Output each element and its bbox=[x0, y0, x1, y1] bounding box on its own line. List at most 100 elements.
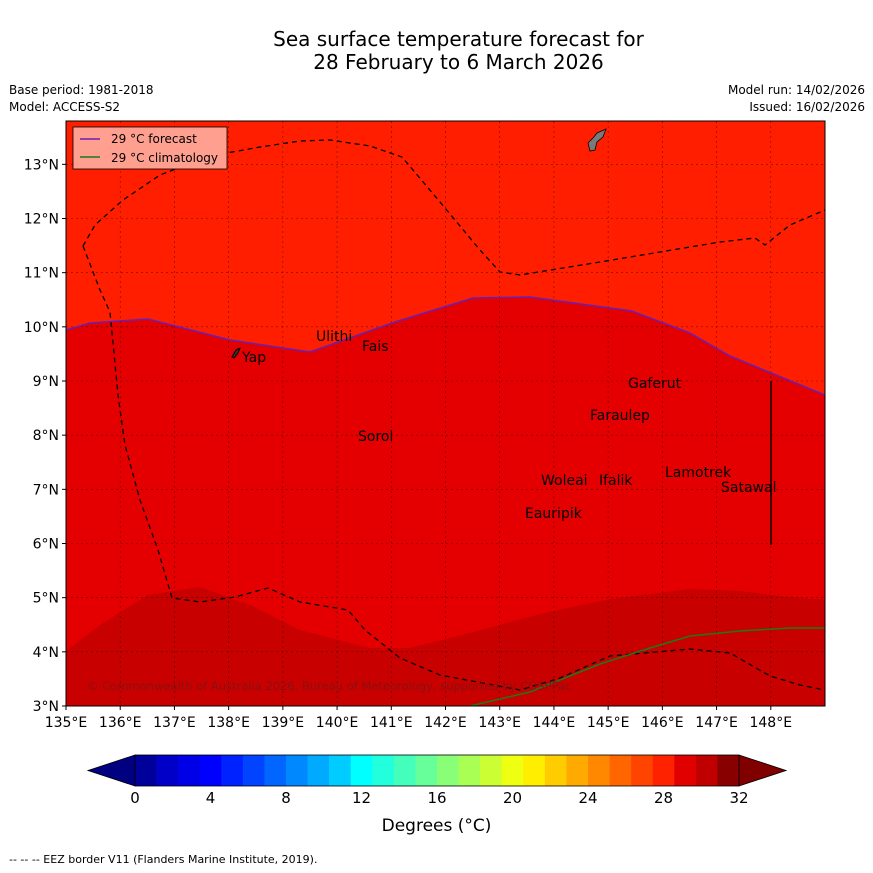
colorbar-swatch bbox=[199, 755, 222, 786]
colorbar-swatch bbox=[242, 755, 265, 786]
title-line-2: 28 February to 6 March 2026 bbox=[313, 50, 604, 74]
colorbar-swatch bbox=[652, 755, 675, 786]
lon-label: 147°E bbox=[695, 715, 738, 731]
colorbar-label: Degrees (°C) bbox=[381, 816, 492, 836]
colorbar-swatch bbox=[415, 755, 438, 786]
lon-label: 136°E bbox=[99, 715, 142, 731]
colorbar-swatch bbox=[350, 755, 373, 786]
lon-label: 137°E bbox=[153, 715, 196, 731]
lat-label: 5°N bbox=[33, 591, 59, 607]
lon-label: 145°E bbox=[587, 715, 630, 731]
colorbar-swatch bbox=[458, 755, 481, 786]
lat-label: 3°N bbox=[33, 699, 59, 715]
label-gaferut: Gaferut bbox=[628, 376, 682, 392]
lat-label: 7°N bbox=[33, 482, 59, 498]
lon-label: 148°E bbox=[749, 715, 792, 731]
colorbar-low-extend bbox=[86, 754, 136, 787]
lat-label: 8°N bbox=[33, 428, 59, 444]
legend-forecast-label: 29 °C forecast bbox=[111, 132, 197, 146]
label-eauripik: Eauripik bbox=[525, 506, 583, 522]
colorbar-swatch bbox=[393, 755, 416, 786]
colorbar-swatch bbox=[501, 755, 524, 786]
copyright-text: © Commonwealth of Australia 2026, Bureau… bbox=[87, 679, 571, 693]
legend-box bbox=[72, 126, 228, 170]
meta-left: Base period: 1981-2018 Model: ACCESS-S2 bbox=[9, 82, 154, 116]
colorbar-swatch bbox=[674, 755, 697, 786]
colorbar-frame bbox=[134, 754, 740, 787]
lon-label: 139°E bbox=[262, 715, 305, 731]
model-run: Model run: 14/02/2026 bbox=[727, 83, 865, 97]
colorbar-swatch bbox=[544, 755, 567, 786]
label-sorol: Sorol bbox=[358, 429, 393, 445]
colorbar-swatch bbox=[156, 755, 179, 786]
map-area: Yap Ulithi Fais Sorol Gaferut Faraulep W… bbox=[66, 121, 825, 706]
colorbar-swatch bbox=[695, 755, 718, 786]
colorbar-swatch bbox=[264, 755, 287, 786]
colorbar-swatch bbox=[631, 755, 654, 786]
colorbar-tick-label: 20 bbox=[503, 789, 522, 807]
colorbar-swatch bbox=[307, 755, 330, 786]
label-ifalik: Ifalik bbox=[599, 473, 633, 489]
colorbar-tick-label: 0 bbox=[130, 789, 140, 807]
title-line-1: Sea surface temperature forecast for bbox=[273, 27, 644, 51]
colorbar bbox=[86, 754, 788, 787]
label-fais: Fais bbox=[362, 339, 389, 355]
legend-climatology-label: 29 °C climatology bbox=[111, 151, 218, 165]
legend: 29 °C forecast 29 °C climatology bbox=[72, 126, 228, 170]
colorbar-tick-label: 4 bbox=[206, 789, 216, 807]
colorbar-swatch bbox=[135, 755, 157, 786]
colorbar-swatch bbox=[221, 755, 244, 786]
climatology-29c-line bbox=[469, 627, 825, 706]
colorbar-swatch bbox=[588, 755, 610, 786]
colorbar-high-extend bbox=[738, 754, 788, 787]
label-ulithi: Ulithi bbox=[316, 329, 352, 345]
lon-label: 142°E bbox=[424, 715, 467, 731]
colorbar-swatch bbox=[372, 755, 395, 786]
footer-note: -- -- -- EEZ border V11 (Flanders Marine… bbox=[9, 853, 318, 866]
latitude-axis: 13°N 12°N 11°N 10°N 9°N 8°N 7°N 6°N 5°N 4°N 3°N bbox=[24, 157, 66, 715]
colorbar-tick-label: 28 bbox=[654, 789, 673, 807]
label-woleai: Woleai bbox=[541, 473, 588, 489]
chart-title: Sea surface temperature forecast for 28 … bbox=[0, 28, 873, 74]
lat-label: 12°N bbox=[24, 212, 59, 228]
guam-island bbox=[587, 128, 607, 152]
colorbar-swatch bbox=[609, 755, 632, 786]
label-faraulep: Faraulep bbox=[590, 408, 650, 424]
model-name: Model: ACCESS-S2 bbox=[9, 100, 121, 114]
colorbar-swatch bbox=[523, 755, 546, 786]
lon-label: 140°E bbox=[316, 715, 359, 731]
lon-label: 141°E bbox=[370, 715, 413, 731]
issued-date: Issued: 16/02/2026 bbox=[749, 100, 865, 114]
colorbar-ticks: 0 4 8 12 16 20 24 28 32 bbox=[130, 789, 748, 807]
colorbar-swatch bbox=[480, 755, 503, 786]
colorbar-swatch bbox=[178, 755, 201, 786]
lat-label: 11°N bbox=[24, 266, 59, 282]
lat-label: 13°N bbox=[24, 157, 59, 173]
lon-label: 144°E bbox=[533, 715, 576, 731]
lat-label: 4°N bbox=[33, 645, 59, 661]
longitude-axis: 135°E 136°E 137°E 138°E 139°E 140°E 141°E 142°E… bbox=[45, 706, 792, 731]
eez-border bbox=[82, 139, 825, 276]
colorbar-swatch bbox=[566, 755, 589, 786]
colorbar-swatch bbox=[717, 755, 740, 786]
colorbar-tick-label: 16 bbox=[427, 789, 446, 807]
lon-label: 146°E bbox=[641, 715, 684, 731]
colorbar-swatch bbox=[286, 755, 308, 786]
label-satawal: Satawal bbox=[721, 480, 776, 496]
lon-label: 135°E bbox=[45, 715, 88, 731]
colorbar-tick-label: 24 bbox=[578, 789, 597, 807]
label-lamotrek: Lamotrek bbox=[665, 465, 732, 481]
forecast-29c-line bbox=[66, 296, 825, 396]
colorbar-tick-label: 12 bbox=[352, 789, 371, 807]
lon-label: 143°E bbox=[478, 715, 521, 731]
colorbar-swatch bbox=[329, 755, 352, 786]
colorbar-tick-label: 8 bbox=[281, 789, 291, 807]
colorbar-tick-label: 32 bbox=[729, 789, 748, 807]
lat-label: 6°N bbox=[33, 537, 59, 553]
eez-border-west bbox=[82, 245, 825, 691]
lat-label: 10°N bbox=[24, 320, 59, 336]
yap-island bbox=[231, 346, 241, 359]
colorbar-swatch bbox=[437, 755, 459, 786]
lat-label: 9°N bbox=[33, 374, 59, 390]
